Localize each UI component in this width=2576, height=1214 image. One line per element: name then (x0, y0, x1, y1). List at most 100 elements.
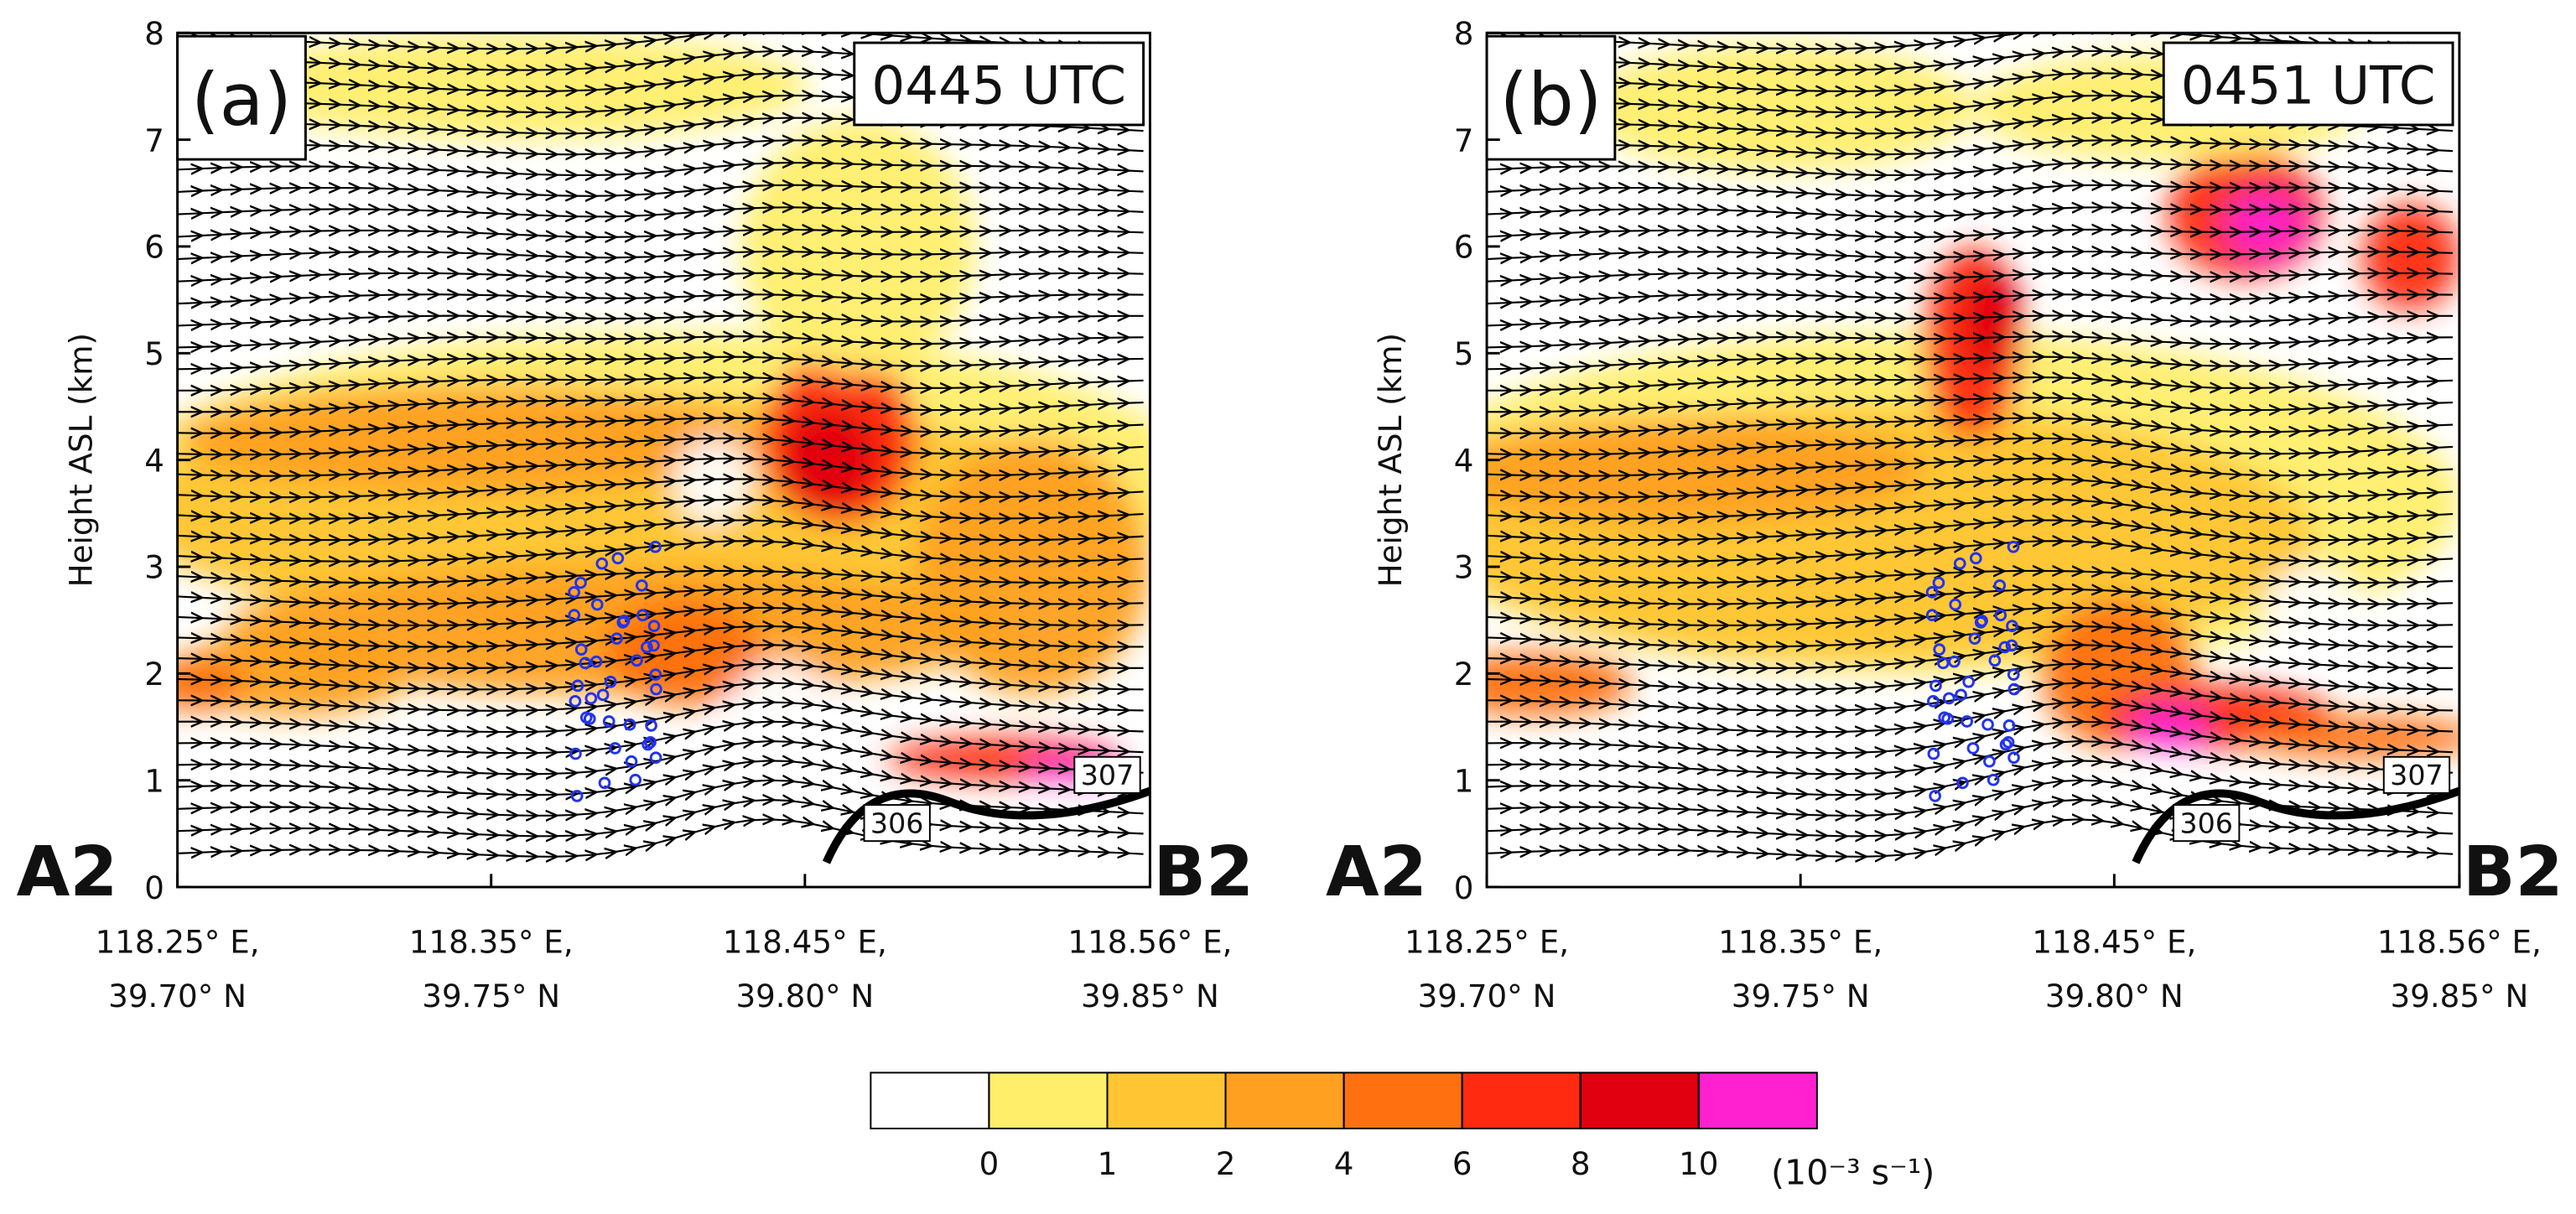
trajectory-point (1949, 598, 1962, 611)
streamline (1487, 800, 2454, 836)
contour-label: 306 (870, 807, 924, 839)
trajectory-point (570, 790, 584, 802)
panel (1487, 33, 2459, 888)
colorbar-tick-label: 10 (1679, 1145, 1718, 1182)
streamline (1487, 230, 2454, 237)
streamline (177, 589, 1144, 604)
y-tick-label: 8 (1454, 15, 1474, 52)
streamline (177, 703, 1144, 732)
streamline (177, 459, 1144, 476)
x-tick-label: 39.75° N (1732, 978, 1870, 1014)
y-tick-label: 7 (1454, 122, 1474, 158)
trajectory-point (1941, 712, 1955, 725)
panel-label-box (1485, 34, 1617, 161)
streamline (1487, 626, 2454, 646)
trajectory-point (595, 557, 609, 570)
streamline (1487, 741, 2454, 774)
contour-label-box (2173, 804, 2241, 843)
colorbar-cell (1579, 1071, 1700, 1130)
trajectory-point (574, 576, 587, 589)
x-tick-label: 39.80° N (735, 978, 874, 1014)
x-tick-label: 39.80° N (2045, 978, 2184, 1014)
trajectory-point (649, 668, 662, 681)
x-tick-label: 118.35° E, (1718, 923, 1883, 960)
y-tick-label: 0 (1454, 869, 1474, 906)
trajectory-point (636, 609, 649, 622)
end-label: B2 (2463, 833, 2563, 912)
panel-label-box (176, 34, 307, 161)
trajectory-point (2002, 719, 2016, 732)
streamline (177, 781, 1144, 816)
trajectory-point (1974, 616, 1987, 629)
time-label: 0445 UTC (871, 55, 1126, 117)
streamline (177, 645, 1144, 668)
trajectory-point (647, 639, 660, 652)
y-tick-label: 3 (144, 549, 164, 586)
x-tick-label: 118.45° E, (2032, 923, 2196, 960)
trajectory-point (1955, 688, 1967, 702)
trajectory-point (625, 755, 638, 768)
contour-label: 306 (2179, 807, 2233, 839)
trajectory-point (1987, 773, 2000, 786)
trajectory-point (1994, 609, 2007, 622)
trajectory-point (649, 751, 662, 765)
streamline (1487, 760, 2454, 795)
contour-label-box (1073, 755, 1141, 794)
shade-region (2264, 567, 2362, 652)
trajectory-point (1936, 656, 1950, 670)
trajectory-point (1933, 643, 1946, 656)
streamline (1487, 571, 2454, 583)
trajectory-point (1932, 576, 1945, 589)
contour-line (822, 786, 1150, 864)
y-tick-label: 5 (144, 335, 164, 372)
streamline (1487, 163, 2454, 175)
trajectory-point (635, 579, 648, 592)
trajectory-point (1961, 715, 1974, 728)
trajectory-point (2007, 668, 2020, 681)
x-tick-label: 118.25° E, (1405, 923, 1569, 960)
trajectory-point (1927, 694, 1940, 708)
trajectory-point (596, 688, 610, 702)
streamline (177, 33, 1144, 49)
streamline (1487, 315, 2454, 325)
streamline (1487, 397, 2454, 412)
time-box (2162, 41, 2454, 127)
trajectory-point (569, 694, 582, 708)
trajectory-point (2007, 540, 2020, 553)
streamline (1487, 273, 2454, 282)
trajectory-point (590, 598, 604, 611)
streamline (1487, 781, 2454, 816)
colorbar-cell (988, 1071, 1109, 1130)
streamline (1487, 252, 2454, 259)
streamline (1487, 294, 2454, 304)
x-tick-label: 39.70° N (1418, 978, 1556, 1014)
trajectory-point (602, 715, 615, 728)
shade-region (917, 438, 1150, 695)
trajectory-point (1983, 755, 1996, 768)
shade-region (2225, 193, 2304, 257)
trajectory-point (1948, 655, 1961, 668)
colorbar-unit: (10⁻³ s⁻¹) (1771, 1153, 1935, 1193)
trajectory-point (609, 742, 621, 755)
trajectory-point (1942, 692, 1955, 705)
streamline (177, 273, 1144, 282)
trajectory-point (589, 655, 603, 668)
trajectory-point (641, 738, 654, 751)
streamline (1487, 185, 2454, 196)
shade-region (741, 118, 975, 375)
x-tick-label: 39.70° N (108, 978, 247, 1014)
streamline (1487, 418, 2454, 433)
trajectory-point (1969, 552, 1982, 565)
trajectory-point (641, 641, 653, 654)
streamline (177, 608, 1144, 625)
trajectory-point (650, 682, 662, 696)
streamline (177, 140, 1144, 154)
end-label: B2 (1153, 833, 1254, 912)
streamline (177, 418, 1144, 433)
trajectory-point (1929, 679, 1942, 693)
x-tick-label: 118.25° E, (96, 923, 260, 960)
x-tick-label: 39.85° N (2390, 978, 2528, 1014)
contour-label: 307 (2390, 759, 2444, 791)
colorbar-cell (1106, 1071, 1227, 1130)
